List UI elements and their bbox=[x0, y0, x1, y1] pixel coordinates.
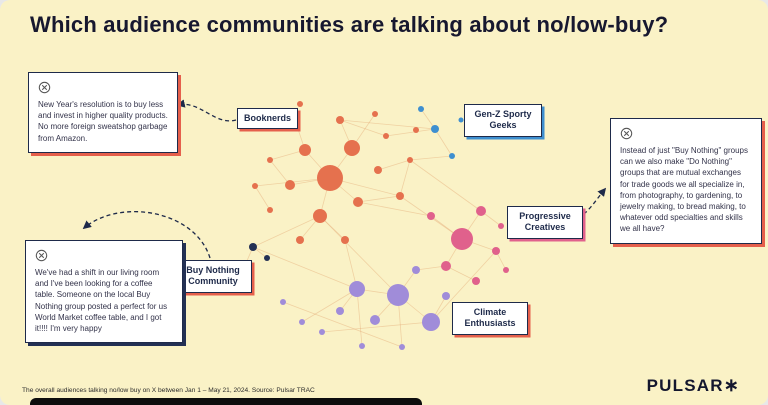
anonymous-user-icon bbox=[35, 249, 48, 262]
community-label-buy-nothing-community: Buy Nothing Community bbox=[174, 260, 252, 293]
anonymous-user-icon bbox=[38, 81, 51, 94]
page-title: Which audience communities are talking a… bbox=[30, 12, 669, 37]
bottom-window-edge bbox=[30, 398, 422, 405]
pulsar-logo-text: PULSAR bbox=[646, 376, 724, 395]
tweet-text: We've had a shift in our living room and… bbox=[35, 268, 168, 333]
arrow-booknerds-to-tweet bbox=[176, 99, 237, 122]
pulsar-logo-asterisk: ∗ bbox=[723, 375, 740, 395]
tweet-text: Instead of just "Buy Nothing" groups can… bbox=[620, 146, 748, 234]
community-label-booknerds: Booknerds bbox=[237, 108, 299, 130]
tweet-callout-booknerds: New Year's resolution is to buy less and… bbox=[28, 72, 178, 153]
source-footnote: The overall audiences talking no/low buy… bbox=[22, 387, 315, 394]
tweet-callout-buy-nothing: We've had a shift in our living room and… bbox=[25, 240, 183, 344]
community-label-climate-enthusiasts: Climate Enthusiasts bbox=[452, 302, 528, 335]
community-label-progressive-creatives: Progressive Creatives bbox=[507, 206, 583, 239]
community-label-genz-sporty-geeks: Gen-Z Sporty Geeks bbox=[464, 104, 542, 137]
tweet-text: New Year's resolution is to buy less and… bbox=[38, 100, 168, 143]
tweet-callout-progressive: Instead of just "Buy Nothing" groups can… bbox=[610, 118, 762, 244]
anonymous-user-icon bbox=[620, 127, 633, 140]
pulsar-logo: PULSAR∗ bbox=[647, 375, 740, 396]
